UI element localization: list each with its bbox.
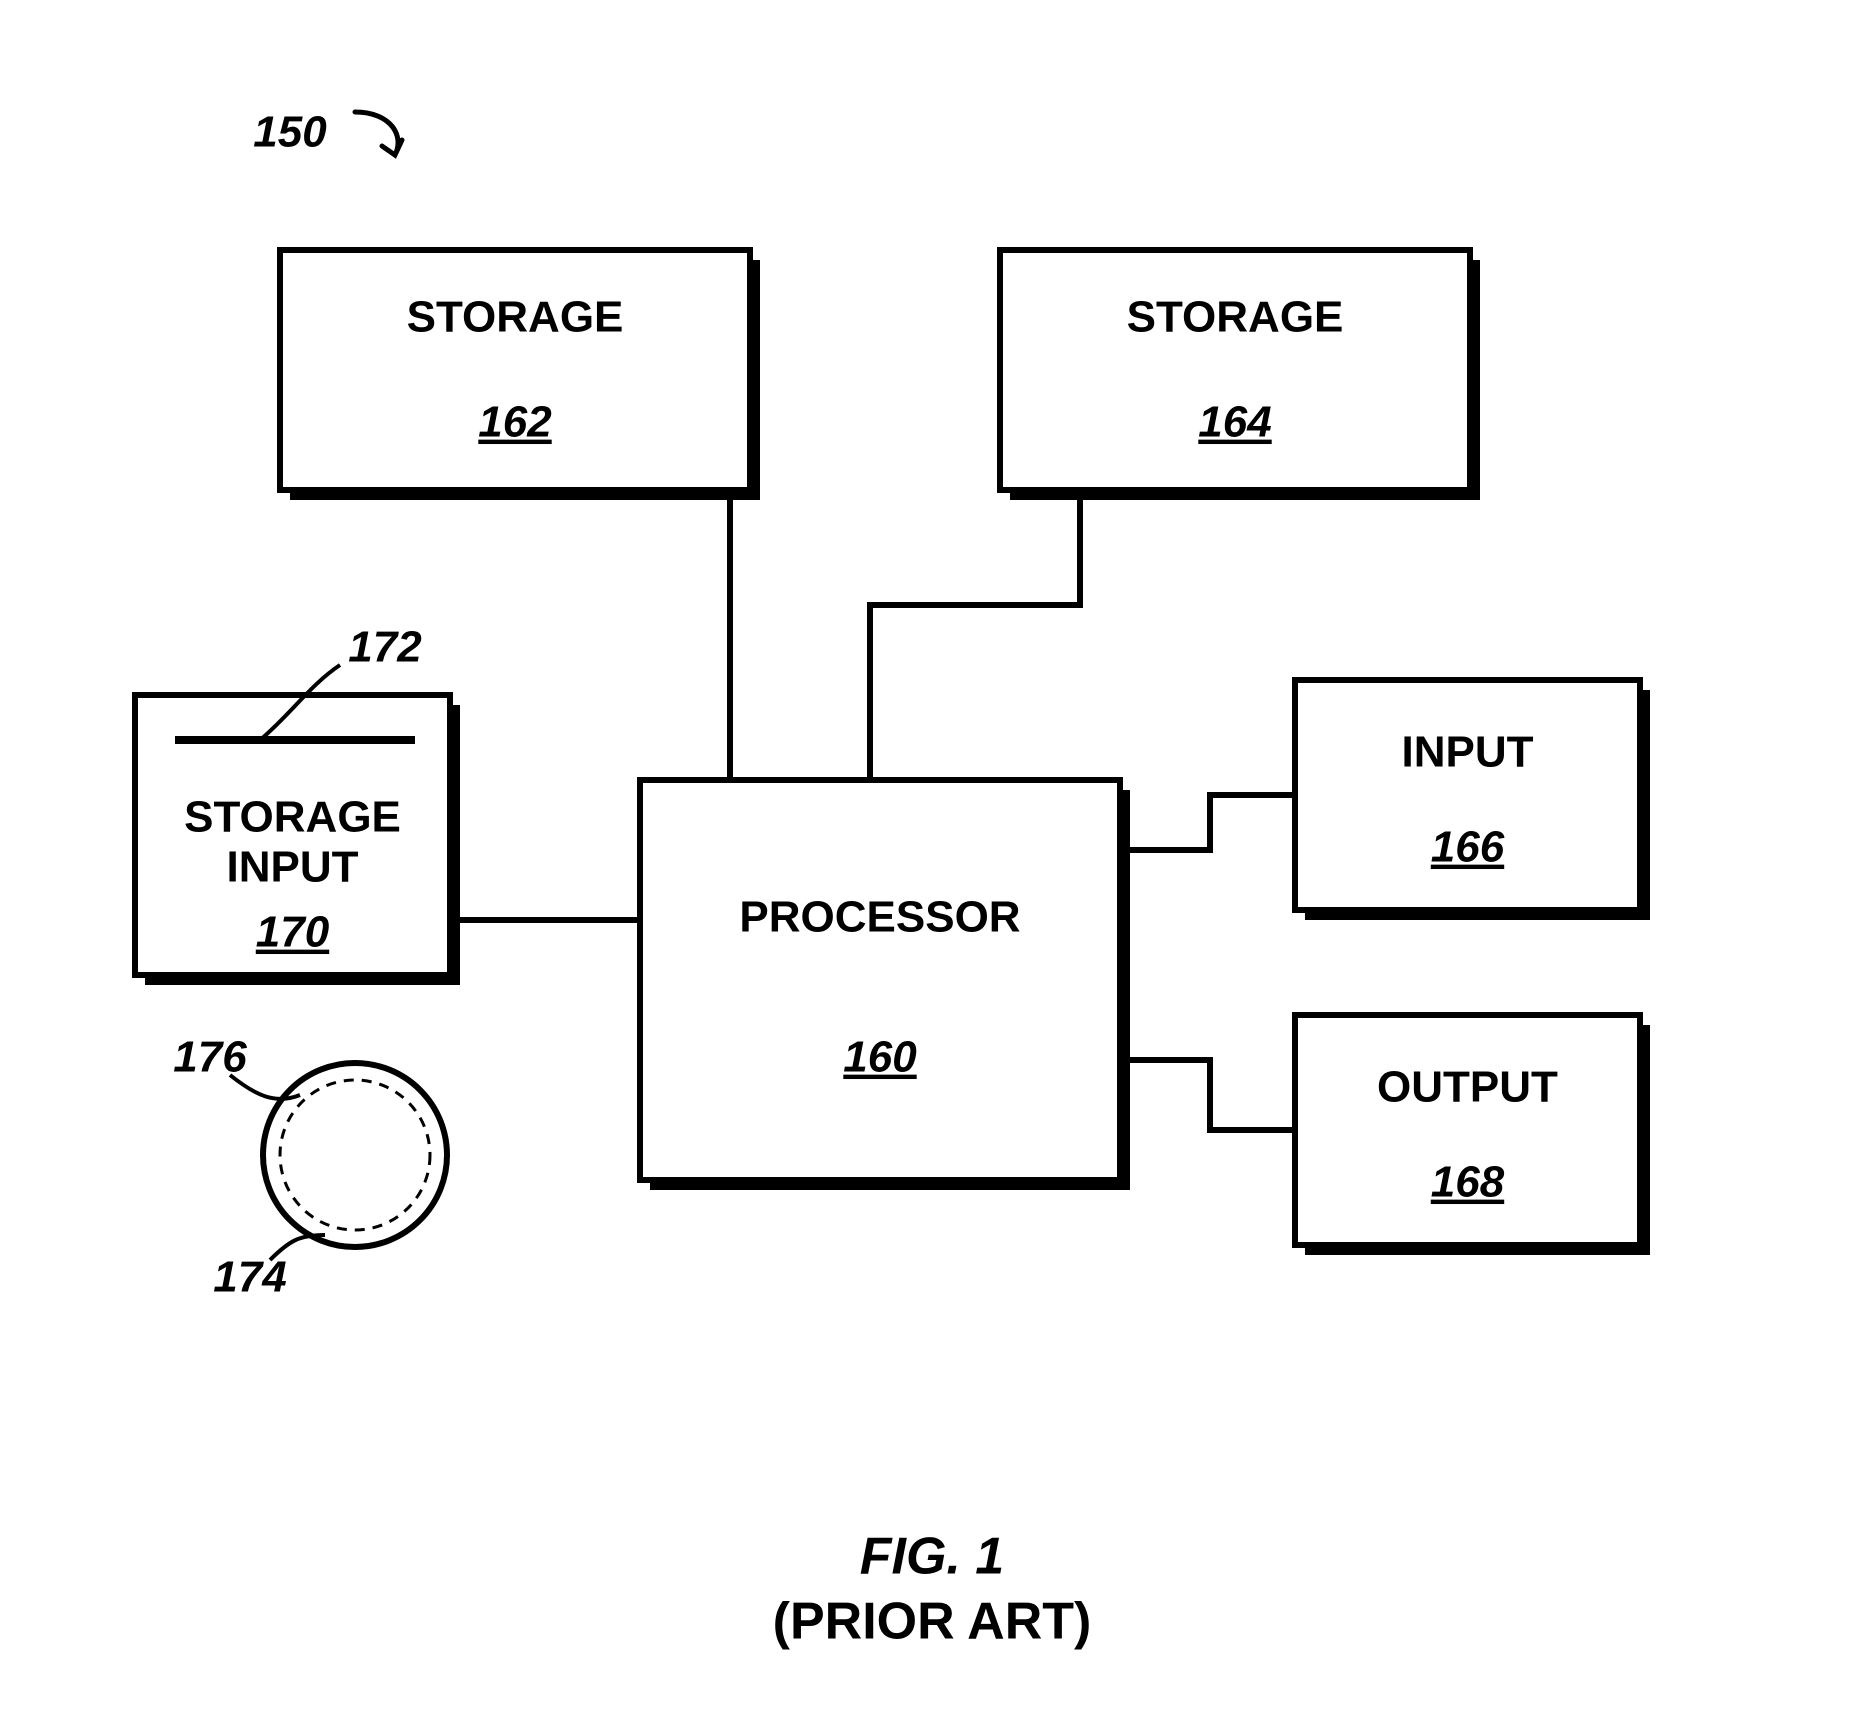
svg-text:172: 172 [348, 623, 422, 672]
svg-text:168: 168 [1431, 1158, 1505, 1207]
svg-text:174: 174 [213, 1253, 286, 1302]
svg-text:166: 166 [1431, 823, 1505, 872]
svg-text:170: 170 [256, 908, 330, 957]
svg-text:INPUT: INPUT [1402, 728, 1534, 777]
svg-text:160: 160 [843, 1033, 917, 1082]
svg-text:164: 164 [1198, 398, 1271, 447]
svg-text:STORAGE: STORAGE [184, 793, 401, 842]
svg-text:INPUT: INPUT [227, 843, 359, 892]
svg-text:(PRIOR ART): (PRIOR ART) [773, 1593, 1092, 1651]
svg-text:176: 176 [173, 1033, 247, 1082]
svg-text:150: 150 [253, 108, 327, 157]
svg-text:OUTPUT: OUTPUT [1377, 1063, 1558, 1112]
svg-text:PROCESSOR: PROCESSOR [739, 893, 1020, 942]
svg-text:STORAGE: STORAGE [1127, 293, 1344, 342]
svg-text:162: 162 [478, 398, 552, 447]
svg-text:FIG. 1: FIG. 1 [860, 1528, 1004, 1586]
svg-text:STORAGE: STORAGE [407, 293, 624, 342]
diagram-canvas: 150STORAGE162STORAGE164STORAGEINPUT170PR… [0, 0, 1864, 1722]
